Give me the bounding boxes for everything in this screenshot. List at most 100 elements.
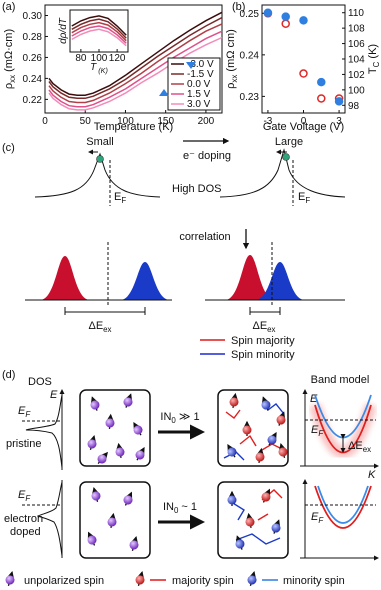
spin [134, 571, 146, 587]
y2-axis-label: TC (K) [367, 44, 381, 74]
x-tick-label: 50 [80, 116, 92, 127]
subscript: F [305, 196, 310, 205]
gap-bracket [64, 307, 146, 315]
panel-label: (d) [2, 369, 15, 381]
legend-label: 1.5 V [187, 89, 211, 100]
minority-peak [120, 262, 170, 300]
minority-peak [255, 262, 305, 300]
label-correlation: correlation [179, 231, 230, 243]
x-tick-label: 80 [75, 53, 87, 64]
data-line [71, 25, 127, 44]
subscript: 0 [174, 506, 179, 515]
data-line [48, 30, 223, 108]
inset-x-label: T (K) [90, 62, 108, 75]
label-gap: ΔEex [348, 440, 371, 454]
majority-band [314, 485, 372, 529]
subscript: F [25, 494, 31, 503]
y2-tick-label: 110 [348, 8, 364, 19]
spin-trail [267, 403, 285, 415]
data-line [71, 21, 127, 42]
legend-label: minority spin [283, 575, 345, 587]
spin-box [79, 389, 151, 467]
fermi-dot [282, 153, 290, 161]
y-tick-label: 0.24 [23, 74, 43, 85]
subscript: ex [103, 325, 111, 334]
text-part: E [311, 424, 319, 436]
legend-label: Spin minority [231, 349, 295, 361]
data-line [48, 11, 223, 96]
subscript: F [25, 410, 31, 419]
text-part: E [298, 191, 305, 203]
data-line [71, 15, 127, 36]
panel-d: (d) DOS E EF pristine IN0 ≫ 1 Band model… [2, 369, 379, 587]
data-point [334, 97, 344, 106]
x-tick-label: 100 [91, 53, 108, 64]
data-point [299, 16, 308, 25]
y-tick-label: 0.22 [23, 95, 43, 106]
text-part: ρ [225, 83, 237, 89]
inset-y-label: dρ/dT [58, 17, 69, 44]
data-line [71, 28, 127, 47]
data-point [299, 69, 308, 78]
dos-curve [34, 152, 161, 198]
text-part: ΔE [348, 440, 363, 452]
spin [4, 571, 16, 587]
panel-label: (b) [232, 1, 245, 13]
text-part: IN [160, 411, 171, 423]
label-band-model: Band model [311, 374, 370, 386]
subscript: ex [267, 325, 275, 334]
text-part: ΔE [252, 320, 267, 332]
y-tick-label: 0.30 [23, 11, 43, 22]
label-doped: doped [10, 526, 41, 538]
subscript: ex [363, 445, 371, 454]
text-part: (K) [367, 44, 379, 62]
text-part: E [114, 191, 121, 203]
text-part: E [18, 405, 26, 417]
y2-tick-label: 104 [348, 55, 365, 66]
y-axis-label: ρxx (mΩ·cm) [3, 29, 17, 89]
y2-tick-label: 98 [348, 101, 360, 112]
legend-label: majority spin [172, 575, 234, 587]
panel-c: (c) Small e⁻ doping Large EF High DOS EF… [2, 136, 346, 361]
x-tick-label: 100 [117, 116, 134, 127]
tc-marker [159, 89, 169, 96]
text-part: T [90, 62, 97, 73]
label-pristine: pristine [6, 438, 41, 450]
label-high-dos: High DOS [172, 183, 222, 195]
x-axis-label: Temperature (K) [94, 121, 173, 133]
data-point [281, 19, 290, 28]
data-point [281, 12, 290, 21]
x-tick-label: 200 [198, 116, 215, 127]
label-large: Large [275, 136, 303, 148]
y-tick-label: 0.28 [23, 32, 43, 43]
legend-label: unpolarized spin [24, 575, 104, 587]
label-dos: DOS [28, 376, 52, 388]
x-tick-label: 150 [157, 116, 174, 127]
data-point [263, 8, 273, 17]
charts: 0 50 100 150 200 0.22 0.24 0.26 0.28 0.30 (a) Tempe… [2, 1, 381, 133]
y2-tick-label: 102 [348, 70, 365, 81]
subscript: F [121, 196, 126, 205]
text-part: T [367, 67, 379, 74]
data-point [317, 77, 326, 87]
text-part: (mΩ·cm) [3, 29, 15, 75]
x-tick-label: 120 [109, 53, 126, 64]
y-axis-label: ρxx (mΩ cm) [225, 29, 239, 89]
label-e: E [310, 393, 318, 405]
text-part: ≫ 1 [176, 411, 200, 423]
majority-peak [225, 255, 275, 300]
data-line [48, 16, 223, 100]
gap-bracket [249, 307, 281, 315]
x-tick-label: 3 [336, 116, 342, 127]
label-ef: EF [18, 405, 31, 419]
subscript: F [318, 429, 324, 438]
x-tick-label: 0 [301, 116, 307, 127]
label-ef: EF [114, 191, 126, 205]
label-ef: EF [298, 191, 310, 205]
data-line [71, 18, 127, 39]
label-k: K [368, 469, 376, 481]
text-part: IN [163, 501, 174, 513]
label-in0: IN0 ≫ 1 [160, 411, 199, 425]
subscript: (K) [96, 66, 108, 75]
